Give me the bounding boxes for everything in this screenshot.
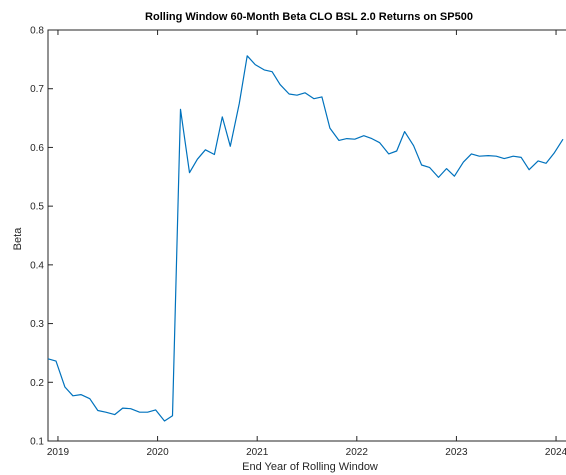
x-axis-label: End Year of Rolling Window <box>242 461 378 473</box>
y-tick-label: 0.3 <box>30 319 44 330</box>
chart-title: Rolling Window 60-Month Beta CLO BSL 2.0… <box>145 11 473 23</box>
y-tick-label: 0.2 <box>30 378 44 389</box>
y-tick-label: 0.4 <box>30 260 44 271</box>
x-tick-label: 2022 <box>346 447 369 458</box>
plot-frame <box>48 30 566 441</box>
y-tick-label: 0.7 <box>30 84 44 95</box>
x-tick-label: 2021 <box>246 447 269 458</box>
x-tick-label: 2019 <box>47 447 70 458</box>
x-tick-label: 2020 <box>146 447 169 458</box>
plot-area <box>48 30 566 441</box>
y-tick-label: 0.6 <box>30 143 44 154</box>
x-tick-label: 2023 <box>445 447 468 458</box>
y-tick-label: 0.5 <box>30 202 44 213</box>
y-tick-label: 0.8 <box>30 26 44 37</box>
x-tick-label: 2024 <box>545 447 566 458</box>
y-tick-label: 0.1 <box>30 437 44 448</box>
y-axis-label: Beta <box>12 227 24 251</box>
